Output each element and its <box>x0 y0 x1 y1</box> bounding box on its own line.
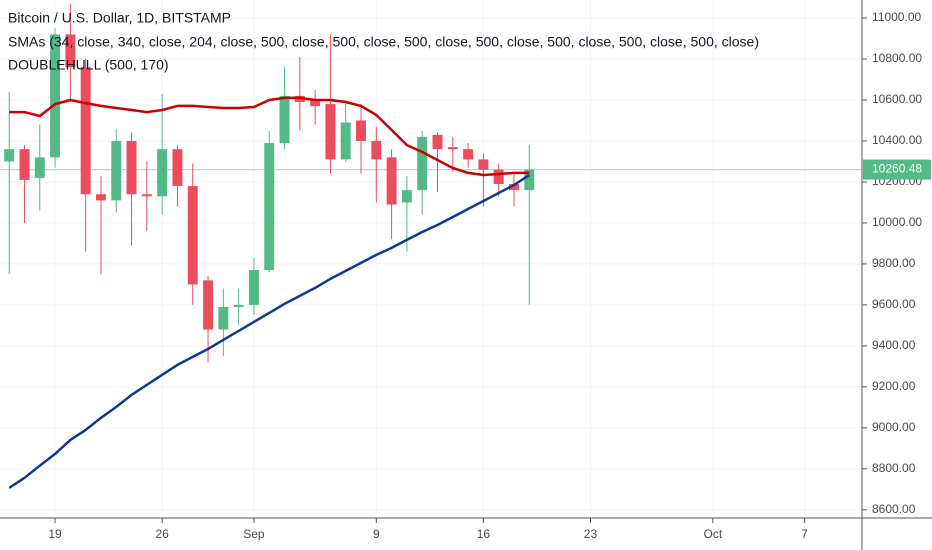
y-tick-label: 9000.00 <box>872 420 916 434</box>
y-tick-label: 9400.00 <box>872 338 916 352</box>
candle-body <box>218 306 229 330</box>
y-tick-label: 10600.00 <box>872 92 922 106</box>
candle-body <box>478 159 489 170</box>
candle-body <box>279 95 290 144</box>
candle-body <box>371 140 382 160</box>
y-tick-label: 11000.00 <box>872 10 921 24</box>
candle-body <box>447 147 458 150</box>
axes: 8600.00 8800.00 9000.00 9200.00 9400.00 9600.… <box>48 10 931 541</box>
candle-body <box>310 99 321 107</box>
candle-body <box>233 304 244 307</box>
x-tick-label: 9 <box>373 527 380 541</box>
candle-body <box>325 104 336 160</box>
last-price-box <box>863 159 931 180</box>
chart-title: Bitcoin / U.S. Dollar, 1D, BITSTAMP <box>8 10 231 26</box>
candle-body <box>401 190 412 203</box>
candle-body <box>19 149 30 180</box>
candle-body <box>432 134 443 150</box>
x-tick-label: Sep <box>243 527 265 541</box>
candle-body <box>524 169 535 191</box>
candle-body <box>493 169 504 185</box>
last-price-label: 10260.48 <box>872 162 922 176</box>
y-tick-label: 8600.00 <box>872 502 916 516</box>
sma-line <box>8 173 530 489</box>
x-tick-label: 23 <box>584 527 598 541</box>
x-tick-label: 26 <box>155 527 169 541</box>
plot <box>4 3 535 489</box>
candle-body <box>264 143 275 271</box>
candle-body <box>203 280 214 330</box>
candle-body <box>4 149 15 162</box>
sma-line <box>9 96 530 177</box>
candle-body <box>340 122 351 160</box>
candle-body <box>80 67 91 195</box>
candle-body <box>417 136 428 191</box>
x-tick-label: 16 <box>477 527 491 541</box>
y-tick-label: 9800.00 <box>872 256 916 270</box>
candle-body <box>248 270 259 305</box>
candle-body <box>65 34 76 68</box>
candle-body <box>34 157 45 178</box>
x-tick-label: Oct <box>704 527 723 541</box>
candle-body <box>463 149 474 160</box>
candle-body <box>50 34 61 158</box>
candle-body <box>157 149 168 197</box>
candle-body <box>95 194 106 201</box>
candle-body <box>187 186 198 285</box>
y-tick-label: 10800.00 <box>872 51 922 65</box>
y-tick-label: 9600.00 <box>872 297 916 311</box>
candle-body <box>509 184 519 191</box>
x-tick-label: 19 <box>48 527 62 541</box>
x-tick-label: 7 <box>801 527 808 541</box>
candle-body <box>141 194 152 197</box>
y-tick-label: 10400.00 <box>872 133 922 147</box>
y-tick-label: 10000.00 <box>872 215 922 229</box>
grid <box>0 0 862 518</box>
candle-body <box>172 149 183 187</box>
candle-body <box>111 140 122 201</box>
indicator-legend: SMAs (34, close, 340, close, 204, close,… <box>8 34 759 50</box>
y-tick-label: 8800.00 <box>872 461 916 475</box>
indicator-legend: DOUBLEHULL (500, 170) <box>8 57 169 73</box>
candle-body <box>386 157 397 205</box>
y-tick-label: 9200.00 <box>872 379 916 393</box>
candle-body <box>356 120 366 141</box>
candle-body <box>126 140 137 195</box>
